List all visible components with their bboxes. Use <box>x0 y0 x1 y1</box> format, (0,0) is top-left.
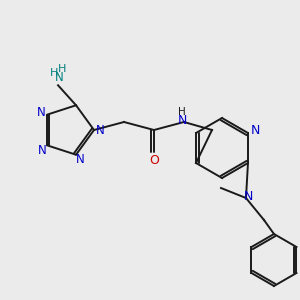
Text: H: H <box>50 68 58 78</box>
Text: N: N <box>177 113 187 127</box>
Text: O: O <box>149 154 159 167</box>
Text: N: N <box>55 71 63 84</box>
Text: N: N <box>250 124 260 137</box>
Text: N: N <box>37 106 45 119</box>
Text: H: H <box>58 64 66 74</box>
Text: H: H <box>178 107 186 117</box>
Text: N: N <box>76 153 84 166</box>
Text: N: N <box>243 190 253 202</box>
Text: N: N <box>38 144 46 157</box>
Text: N: N <box>96 124 104 136</box>
